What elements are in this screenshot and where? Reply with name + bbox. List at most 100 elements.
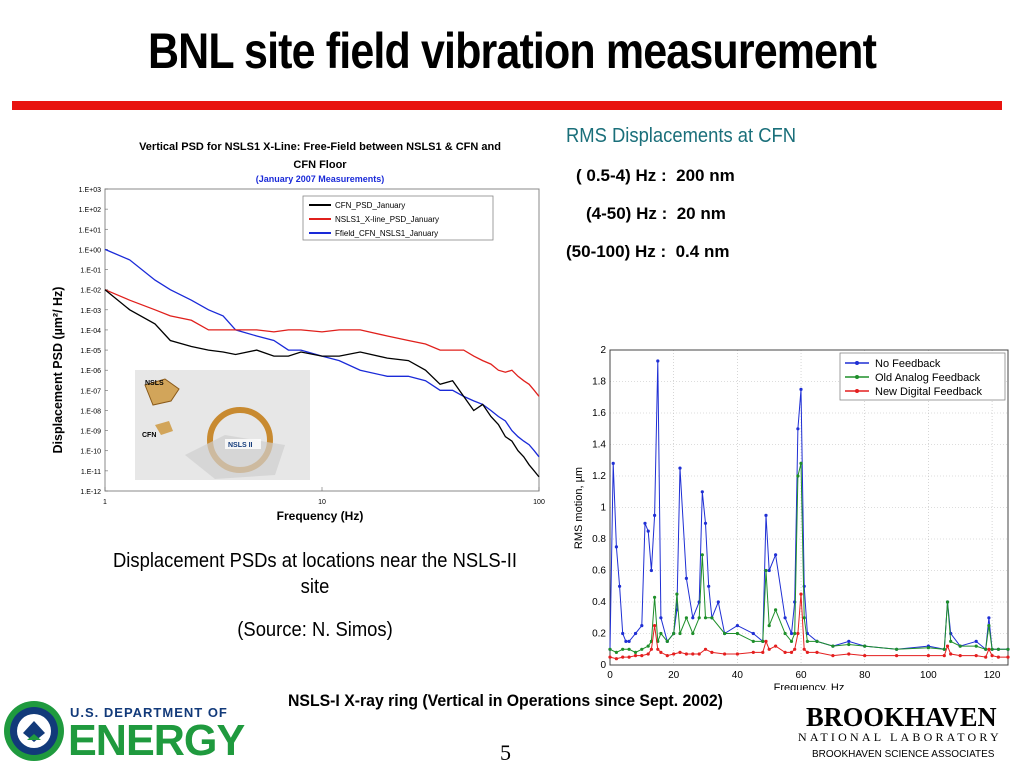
rms-series-point-2 <box>672 631 676 636</box>
rms-series-point-1 <box>646 529 650 533</box>
rms-series-point-3 <box>942 654 946 658</box>
rms-series-point-3 <box>761 650 765 654</box>
rms-series-point-2 <box>703 616 708 620</box>
psd-y-tick-label: 1.E-05 <box>80 348 101 355</box>
rms-series-point-3 <box>987 647 991 651</box>
rms-y-tick-label: 2 <box>600 345 606 356</box>
rms-series-point-1 <box>764 513 768 517</box>
rms-series-point-2 <box>767 624 771 628</box>
rms-series-point-1 <box>627 639 631 643</box>
rms-series-point-3 <box>793 647 797 651</box>
rms-series-point-3 <box>710 650 714 654</box>
rms-series-point-2 <box>697 616 701 620</box>
rms-x-tick-label: 80 <box>859 670 871 681</box>
rms-series-point-3 <box>831 654 835 658</box>
psd-legend-label: CFN_PSD_January <box>335 201 405 210</box>
rms-x-tick-label: 100 <box>920 670 937 681</box>
rms-series-point-2 <box>700 553 704 557</box>
rms-series-point-1 <box>767 568 771 573</box>
psd-y-tick-label: 1.E-06 <box>80 368 101 375</box>
rms-y-tick-label: 0 <box>600 660 606 671</box>
rms-series-point-3 <box>796 631 800 636</box>
rms-series-point-2 <box>678 631 682 636</box>
rms-series-point-1 <box>684 576 688 580</box>
psd-chart-title-2: CFN Floor <box>293 159 347 171</box>
psd-y-tick-label: 1.E-03 <box>80 308 101 315</box>
rms-series-point-3 <box>990 654 994 658</box>
rms-series-point-3 <box>653 624 657 628</box>
rms-series-point-2 <box>863 644 867 648</box>
rms-legend-marker <box>855 389 859 393</box>
rms-series-point-3 <box>614 657 618 661</box>
rms-chart-svg: 0 0.2 0.4 0.6 0.8 1 1.2 1.4 1.6 1.8 2 0 20 40 60 80 100… <box>562 340 1024 694</box>
rms-chart: 0 0.2 0.4 0.6 0.8 1 1.2 1.4 1.6 1.8 2 0 20 40 60 80 100… <box>562 340 1024 694</box>
rms-series-point-3 <box>646 652 650 656</box>
rms-y-tick-label: 1.4 <box>592 440 606 451</box>
psd-xlabel: Frequency (Hz) <box>277 509 364 523</box>
psd-chart-title-1: Vertical PSD for NSLS1 X-Line: Free-Fiel… <box>139 141 501 153</box>
bnl-lab: NATIONAL LABORATORY <box>798 730 1002 744</box>
rms-y-tick-label: 0.4 <box>592 597 606 608</box>
rms-series-point-2 <box>783 631 787 636</box>
rms-series-point-3 <box>735 652 739 656</box>
rms-series-point-1 <box>700 490 704 494</box>
rms-series-point-3 <box>974 654 978 658</box>
psd-y-tick-label: 1.E-09 <box>80 429 101 436</box>
rms-series-point-3 <box>802 647 806 651</box>
rms-series-point-2 <box>774 608 778 612</box>
rms-series-point-3 <box>783 650 787 654</box>
rms-series-point-2 <box>990 647 994 651</box>
rms-series-point-2 <box>996 647 1000 651</box>
rms-series-point-3 <box>640 654 644 658</box>
rms-series-point-3 <box>799 592 803 596</box>
rms-xlabel: Frequency, Hz <box>774 682 845 690</box>
rms-series-point-2 <box>895 647 899 651</box>
rms-series-point-3 <box>659 650 663 654</box>
psd-legend-label: NSLS1_X-line_PSD_January <box>335 215 439 224</box>
rms-range-1: ( 0.5-4) Hz : <box>576 166 667 185</box>
rms-series-point-1 <box>774 553 778 557</box>
rms-series-point-1 <box>974 639 978 643</box>
rms-series-point-2 <box>684 616 688 620</box>
rms-series-point-2 <box>608 647 612 651</box>
page-number: 5 <box>500 740 511 765</box>
rms-series-point-1 <box>656 359 660 363</box>
rms-series-point-3 <box>895 654 899 658</box>
psd-y-tick-label: 1.E-01 <box>80 268 101 275</box>
rms-row-3: (50-100) Hz : 0.4 nm <box>566 242 729 262</box>
rms-series-point-2 <box>751 639 755 643</box>
rms-series-point-1 <box>735 624 739 628</box>
rms-series-point-2 <box>691 631 695 636</box>
rms-series-point-1 <box>987 616 991 620</box>
rms-series-point-1 <box>707 584 711 588</box>
rms-x-tick-label: 20 <box>668 670 680 681</box>
rms-series-point-1 <box>796 427 800 431</box>
bnl-associates: BROOKHAVEN SCIENCE ASSOCIATES <box>812 749 995 760</box>
rms-series-point-2 <box>675 592 679 596</box>
rms-series-point-2 <box>710 616 714 620</box>
rms-series-point-3 <box>958 654 962 658</box>
rms-series-point-3 <box>665 654 669 658</box>
psd-y-tick-label: 1.E-02 <box>80 288 101 295</box>
rms-series-point-3 <box>697 652 701 656</box>
doe-wordmark: ENERGY <box>68 716 245 765</box>
psd-source: (Source: N. Simos) <box>237 619 393 641</box>
rms-series-point-1 <box>691 616 695 620</box>
rms-series-point-2 <box>723 631 727 636</box>
rms-series-point-3 <box>608 655 612 659</box>
rms-series-point-3 <box>723 652 727 656</box>
rms-series-point-2 <box>802 616 806 620</box>
rms-series-point-1 <box>703 521 708 525</box>
rms-caption: NSLS-I X-ray ring (Vertical in Operation… <box>288 691 723 710</box>
rms-series-point-2 <box>640 647 644 651</box>
psd-series-line-2 <box>104 289 540 397</box>
rms-range-3: (50-100) Hz : <box>566 242 667 261</box>
rms-series-point-1 <box>789 631 794 636</box>
rms-series-point-2 <box>926 646 930 650</box>
psd-series-line-3 <box>104 248 540 458</box>
rms-legend-marker <box>855 375 859 379</box>
rms-value-1: 200 nm <box>676 166 735 185</box>
rms-series-point-1 <box>751 631 755 636</box>
map-label-nsls2: NSLS II <box>228 442 253 449</box>
rms-series-point-3 <box>764 639 768 643</box>
